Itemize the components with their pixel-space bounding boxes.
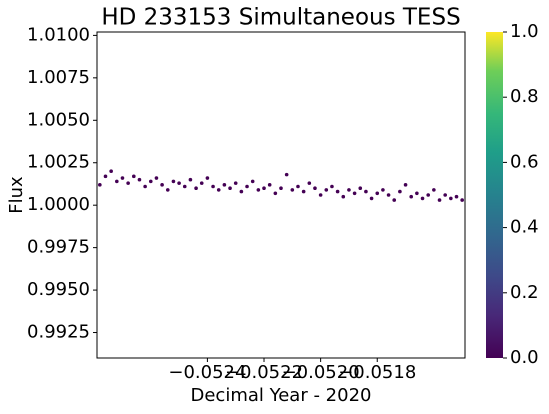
point [358,186,363,191]
x-tick-label: −0.0524 [168,362,246,383]
point [115,179,119,184]
point [460,198,464,202]
point [454,194,459,199]
plot-frame [96,31,466,359]
colorbar [486,32,503,358]
point [233,181,238,185]
point [449,196,453,201]
point [290,188,295,192]
point [375,191,380,196]
point [228,186,232,191]
y-tick-label: 0.9925 [27,322,90,343]
point [103,174,108,179]
colorbar-tick-label: 0.8 [510,86,539,107]
point [307,181,312,185]
point [347,188,351,192]
point [432,188,436,192]
point [386,193,391,197]
point [313,186,317,191]
point [239,189,244,194]
point [132,174,136,179]
point [437,198,442,202]
colorbar-tick-label: 0.4 [510,217,539,238]
point [109,169,113,174]
x-tick-label: −0.0518 [338,362,416,383]
point [245,184,249,189]
point [188,177,193,182]
point [137,177,142,182]
point [250,179,255,184]
point [398,189,402,194]
point [143,184,147,189]
point [341,194,346,199]
point [182,184,187,189]
point [301,189,306,194]
y-tick-label: 1.0025 [27,152,90,173]
point [194,186,198,191]
point [120,176,125,180]
point [148,179,153,184]
point [403,183,408,187]
x-tick-label: −0.0520 [282,362,360,383]
point [318,193,323,197]
point [352,191,357,196]
point [296,184,300,189]
point [160,183,164,187]
point [324,188,329,192]
point [126,181,130,185]
point [409,194,414,199]
y-tick-label: 1.0050 [27,109,90,130]
point [392,198,397,202]
x-axis-label: Decimal Year - 2020 [191,385,372,406]
point [171,179,176,184]
y-tick-label: 0.9975 [27,237,90,258]
point [154,176,159,180]
point [364,189,368,194]
point [222,183,227,187]
point [330,184,334,189]
colorbar-tick-label: 0.0 [510,347,539,368]
point [420,196,425,201]
point [273,191,278,196]
point [267,183,272,187]
point [335,189,340,194]
point [426,193,431,197]
y-tick-label: 1.0075 [27,67,90,88]
point [256,188,261,192]
y-axis-label: Flux [6,176,27,214]
y-tick-label: 0.9950 [27,279,90,300]
point [415,191,419,196]
point [279,186,283,191]
y-tick-label: 1.0100 [27,24,90,45]
chart-title: HD 233153 Simultaneous TESS [101,5,460,31]
point [381,188,385,192]
point [211,184,215,189]
point [443,193,447,197]
point [165,188,170,192]
point [98,183,102,187]
point [205,176,210,180]
colorbar-tick-label: 1.0 [510,21,539,42]
colorbar-tick-label: 0.6 [510,151,539,172]
point [369,196,374,201]
point [177,181,181,185]
point [216,188,221,192]
y-tick-label: 1.0000 [27,194,90,215]
point [199,181,204,185]
colorbar-tick-label: 0.2 [510,282,539,303]
point [284,172,289,177]
point [262,186,266,191]
x-tick-label: −0.0522 [225,362,303,383]
